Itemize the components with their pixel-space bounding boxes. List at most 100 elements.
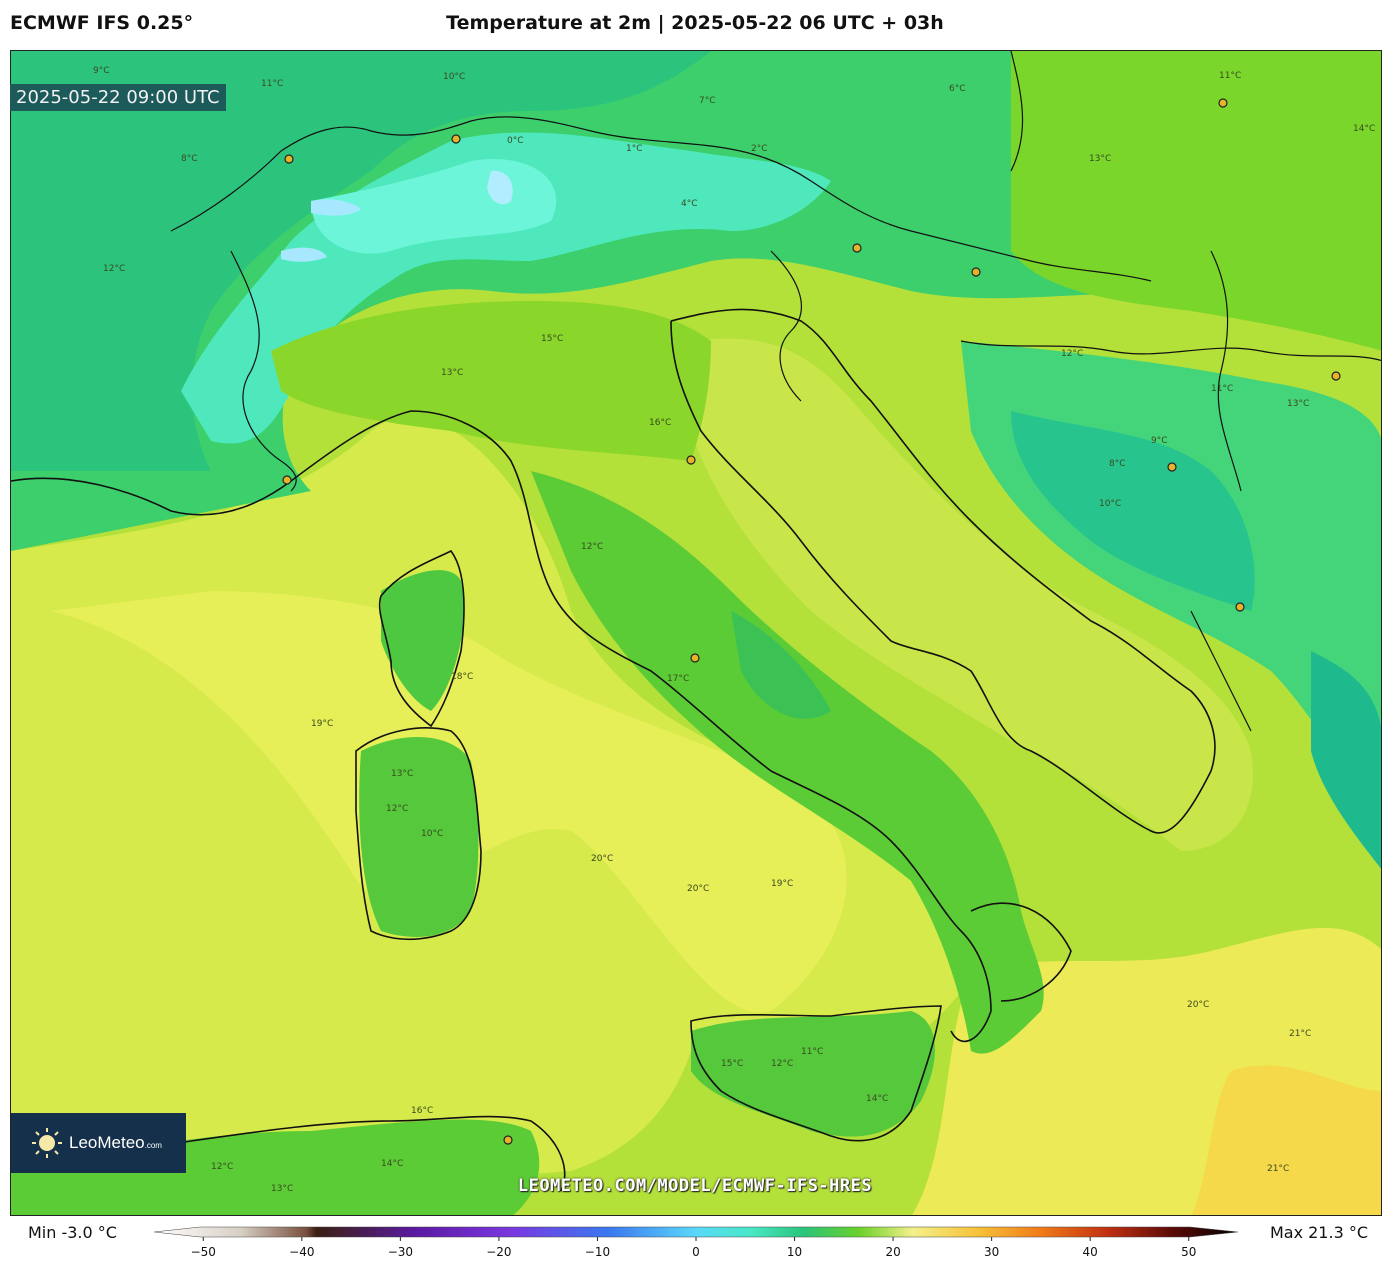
alps-freezing-spot-3 — [487, 170, 513, 205]
contour-label: 13°C — [271, 1184, 293, 1194]
north-africa-field — [11, 1119, 540, 1215]
corsica-field — [381, 570, 464, 711]
calabria-coast — [970, 902, 1072, 1002]
balkans-east-core — [1311, 651, 1381, 869]
colorbar-tick-label: −10 — [585, 1245, 610, 1259]
colorbar-tick-label: 20 — [885, 1245, 900, 1259]
contour-label: 15°C — [721, 1059, 743, 1069]
slovenia-border — [770, 250, 802, 402]
colorbar-tick-label: −40 — [289, 1245, 314, 1259]
contour-label: 17°C — [667, 674, 689, 684]
city-marker — [971, 267, 981, 277]
contour-label: 16°C — [411, 1106, 433, 1116]
swiss-italian-border — [170, 116, 812, 232]
contour-label: 9°C — [1151, 436, 1168, 446]
contour-label: 12°C — [211, 1162, 233, 1172]
city-marker — [1167, 462, 1177, 472]
contour-label: 19°C — [311, 719, 333, 729]
city-markers — [282, 98, 1341, 1145]
contour-label: 15°C — [541, 334, 563, 344]
contour-label: 18°C — [451, 672, 473, 682]
adriatic-sea-field — [691, 338, 1253, 852]
contour-label: 14°C — [1353, 124, 1375, 134]
contour-label: 13°C — [391, 769, 413, 779]
contour-label: 12°C — [581, 542, 603, 552]
western-alps-field — [11, 51, 711, 471]
city-marker — [686, 455, 696, 465]
apennines-field — [531, 471, 1044, 1054]
sicily-field — [691, 1011, 935, 1137]
contour-label: 16°C — [649, 418, 671, 428]
city-marker — [690, 653, 700, 663]
model-name: ECMWF IFS 0.25° — [10, 12, 194, 34]
contour-label: 12°C — [103, 264, 125, 274]
hot-core — [1191, 1065, 1381, 1215]
contour-label: 6°C — [949, 84, 966, 94]
czech-border — [1010, 51, 1024, 172]
contour-label: 20°C — [687, 884, 709, 894]
sun-icon — [31, 1127, 63, 1159]
contour-label: 9°C — [93, 66, 110, 76]
alps-freezing-spot-2 — [281, 247, 327, 262]
balkans-cool-core — [1011, 411, 1255, 611]
coastlines — [11, 308, 1216, 1192]
contour-label: 10°C — [443, 72, 465, 82]
contour-label: 10°C — [421, 829, 443, 839]
po-valley-field — [271, 301, 711, 461]
city-marker — [284, 154, 294, 164]
valid-time-badge: 2025-05-22 09:00 UTC — [10, 84, 226, 111]
contour-label: 11°C — [1211, 384, 1233, 394]
contour-label: 20°C — [1187, 1000, 1209, 1010]
contour-label: 20°C — [591, 854, 613, 864]
contour-label: 21°C — [1267, 1164, 1289, 1174]
contour-label: 13°C — [441, 368, 463, 378]
hungary-border — [960, 340, 1381, 362]
contour-label: 21°C — [1289, 1029, 1311, 1039]
contour-label: 14°C — [381, 1159, 403, 1169]
contour-label: 7°C — [699, 96, 716, 106]
colorbar-tick-label: −50 — [191, 1245, 216, 1259]
contour-label: 19°C — [771, 879, 793, 889]
contour-label: 2°C — [751, 144, 768, 154]
colorbar-tick-label: 0 — [692, 1245, 700, 1259]
apennines-cool-core — [731, 611, 831, 719]
country-borders — [170, 51, 1381, 732]
alps-freezing-spot-1 — [311, 199, 361, 216]
colorbar-tick-label: 40 — [1083, 1245, 1098, 1259]
contour-label: 4°C — [681, 199, 698, 209]
colorbar-tick-label: 30 — [984, 1245, 999, 1259]
max-temperature-label: Max 21.3 °C — [1269, 1223, 1368, 1242]
chart-title: Temperature at 2m | 2025-05-22 06 UTC + … — [446, 12, 944, 34]
city-marker — [503, 1135, 513, 1145]
contour-label: 1°C — [626, 144, 643, 154]
min-temperature-label: Min -3.0 °C — [28, 1223, 117, 1242]
temperature-colorbar: −50 −40 −30 −20 −10 0 10 20 30 40 50 — [150, 1226, 1240, 1263]
logo-wordmark: LeoMeteo.com — [69, 1133, 162, 1153]
colorbar-tick-label: −30 — [388, 1245, 413, 1259]
city-marker — [1218, 98, 1228, 108]
watermark-url: LEOMETEO.COM/MODEL/ECMWF-IFS-HRES — [517, 1176, 873, 1196]
serbia-border — [1210, 250, 1242, 492]
contour-label: 14°C — [866, 1094, 888, 1104]
leometeo-logo[interactable]: LeoMeteo.com — [11, 1113, 186, 1173]
city-marker — [1331, 371, 1341, 381]
french-italian-border — [230, 250, 297, 492]
contour-label: 11°C — [261, 79, 283, 89]
colorbar-gradient — [153, 1226, 1239, 1238]
corsica-coast — [378, 549, 465, 728]
contour-label: 10°C — [1099, 499, 1121, 509]
city-marker — [282, 475, 292, 485]
central-europe-field — [1011, 51, 1381, 351]
sardinia-coast — [355, 727, 482, 941]
colorbar-tick-label: 50 — [1181, 1245, 1196, 1259]
temperature-map[interactable]: 10°C 9°C 8°C 11°C 0°C 1°C 2°C 4°C 7°C 6°… — [10, 50, 1382, 1216]
contour-label: 11°C — [801, 1047, 823, 1057]
montenegro-border — [1190, 610, 1252, 732]
contour-label: 8°C — [1109, 459, 1126, 469]
logo-suffix: .com — [144, 1141, 162, 1150]
logo-brand: LeoMeteo — [69, 1133, 145, 1152]
city-marker — [1235, 602, 1245, 612]
contour-label: 0°C — [507, 136, 524, 146]
colorbar-tick-label: 10 — [787, 1245, 802, 1259]
map-canvas: 10°C 9°C 8°C 11°C 0°C 1°C 2°C 4°C 7°C 6°… — [11, 51, 1381, 1215]
